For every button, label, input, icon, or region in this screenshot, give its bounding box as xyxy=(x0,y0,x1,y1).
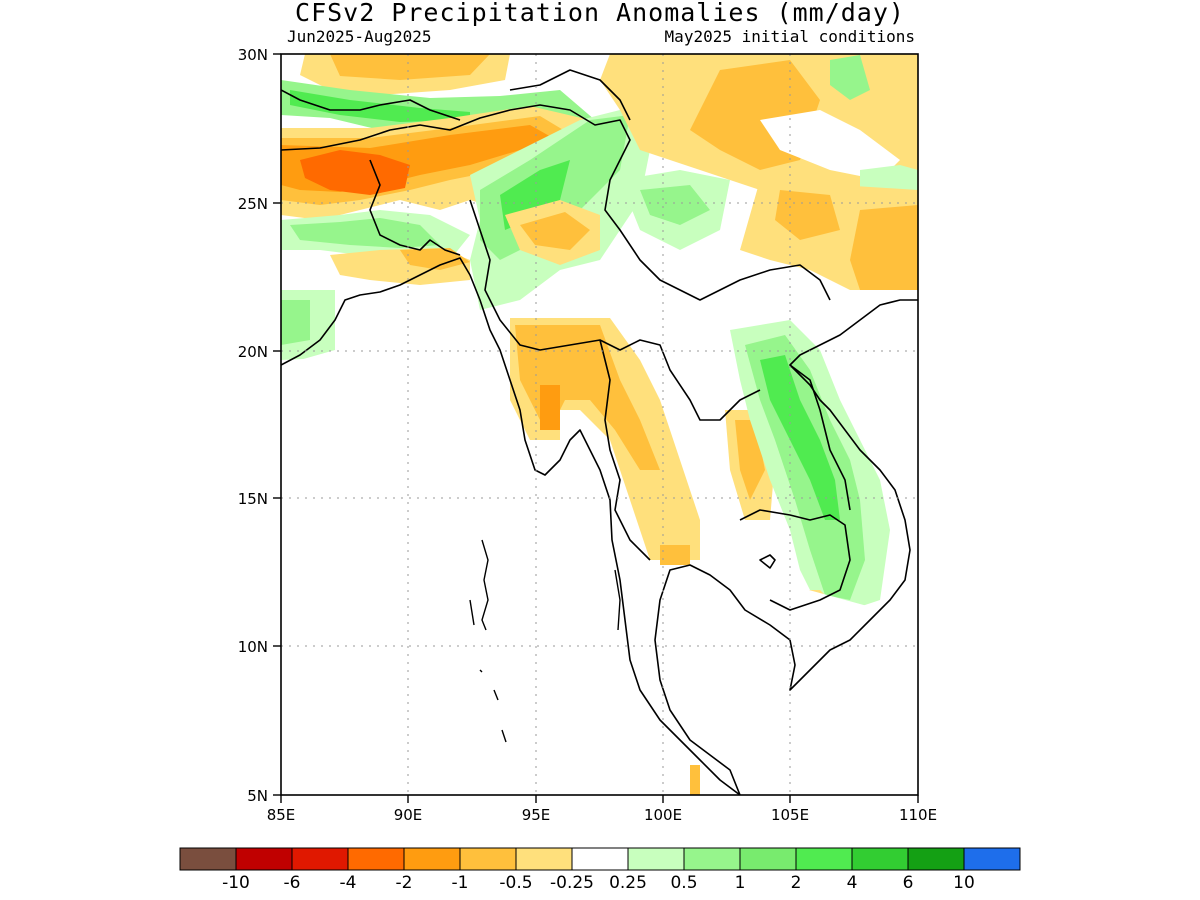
colorbar-tick-label: 6 xyxy=(903,873,914,893)
border-cambodia xyxy=(739,509,851,611)
gridlines xyxy=(281,54,918,795)
map-title: CFSv2 Precipitation Anomalies (mm/day) xyxy=(295,0,905,27)
colorbar-swatch xyxy=(795,847,853,871)
border-nepal xyxy=(281,89,461,121)
neutral-area-bay-of-bengal xyxy=(281,350,520,795)
longitude-labels: 85E 90E 95E 100E 105E 110E xyxy=(267,806,937,824)
colorbar-swatch xyxy=(907,847,965,871)
colorbar-tick-label: 4 xyxy=(847,873,858,893)
colorbar-tick-label: 0.5 xyxy=(670,873,697,893)
border-laos-vietnam xyxy=(789,364,851,511)
colorbar-tick-label: 2 xyxy=(791,873,802,893)
lon-label-110e: 110E xyxy=(899,806,937,824)
axis-ticks xyxy=(273,53,919,803)
colorbar-tick-label: 1 xyxy=(735,873,746,893)
neutral-area-gulf xyxy=(700,560,918,795)
colorbar-swatch xyxy=(627,847,685,871)
colorbar xyxy=(179,847,1021,871)
lat-label-15n: 15N xyxy=(238,490,268,508)
initial-conditions: May2025 initial conditions xyxy=(664,27,915,46)
lat-label-10n: 10N xyxy=(238,638,268,656)
colorbar-swatch xyxy=(739,847,797,871)
forecast-period: Jun2025-Aug2025 xyxy=(287,27,432,46)
colorbar-swatch xyxy=(683,847,741,871)
neutral-area-china xyxy=(760,110,900,180)
lon-label-100e: 100E xyxy=(644,806,682,824)
andaman-island-small xyxy=(469,599,475,626)
dry-patch-delta-core xyxy=(400,248,470,270)
coastline-west xyxy=(281,257,741,795)
mergui-archipelago xyxy=(614,569,621,631)
lat-label-25n: 25N xyxy=(238,195,268,213)
dry-strip-central-core xyxy=(540,385,560,430)
colorbar-swatch xyxy=(515,847,573,871)
nicobar-island-3 xyxy=(501,729,507,743)
map-frame xyxy=(280,53,919,796)
lon-label-85e: 85E xyxy=(267,806,296,824)
colorbar-tick-label: 0.25 xyxy=(609,873,647,893)
andaman-islands xyxy=(469,539,621,743)
lat-label-30n: 30N xyxy=(238,46,268,64)
andaman-island-main xyxy=(481,539,489,631)
border-tibet xyxy=(509,69,631,121)
coastlines-borders xyxy=(281,69,918,795)
nicobar-island-1 xyxy=(479,669,483,673)
dry-patch-bangkok xyxy=(660,545,690,565)
colorbar-labels: -10 -6 -4 -2 -1 -0.5 -0.25 0.25 0.5 1 2 4 6 10 xyxy=(222,873,975,893)
wet-patch-bengal-core xyxy=(290,218,440,248)
lon-label-95e: 95E xyxy=(522,806,551,824)
colorbar-swatch xyxy=(235,847,293,871)
colorbar-tick-label: -0.25 xyxy=(550,873,594,893)
colorbar-swatch xyxy=(179,847,237,871)
wet-area-yunnan-core xyxy=(640,185,710,225)
neutral-area-northern-thailand xyxy=(600,260,720,340)
northern-border xyxy=(281,104,831,301)
latitude-labels: 30N 25N 20N 15N 10N 5N xyxy=(238,46,268,805)
colorbar-tick-label: -4 xyxy=(340,873,357,893)
colorbar-swatch xyxy=(403,847,461,871)
anomaly-shading xyxy=(281,54,918,795)
wet-patch-west-core xyxy=(281,300,310,345)
wet-band-himalaya-core xyxy=(290,90,470,122)
dry-core-bangladesh xyxy=(300,150,410,195)
dry-area-southeast-china-core xyxy=(850,205,918,290)
colorbar-swatch xyxy=(291,847,349,871)
colorbar-tick-label: 10 xyxy=(953,873,975,893)
lat-label-5n: 5N xyxy=(247,787,268,805)
lon-label-105e: 105E xyxy=(771,806,809,824)
colorbar-swatch xyxy=(347,847,405,871)
colorbar-tick-label: -1 xyxy=(452,873,469,893)
coastline-east xyxy=(654,299,918,795)
wet-patch-north-east xyxy=(830,55,870,100)
colorbar-tick-label: -6 xyxy=(284,873,301,893)
border-bangladesh-india xyxy=(369,159,461,256)
border-myanmar-thailand-laos xyxy=(469,199,761,421)
border-myanmar-thailand-south xyxy=(599,339,651,561)
colorbar-swatch xyxy=(459,847,517,871)
colorbar-swatch xyxy=(963,847,1021,871)
lon-label-90e: 90E xyxy=(394,806,423,824)
colorbar-swatch xyxy=(851,847,909,871)
tonle-sap-lake xyxy=(759,554,776,569)
dry-patch-guangxi xyxy=(775,190,840,240)
wet-area-laos-vietnam-core xyxy=(760,355,840,520)
dry-strip-central-mid xyxy=(515,325,660,470)
dry-patch-myanmar-core xyxy=(520,212,590,250)
lat-label-20n: 20N xyxy=(238,343,268,361)
nicobar-island-2 xyxy=(493,689,499,701)
colorbar-tick-label: -2 xyxy=(396,873,413,893)
colorbar-swatch xyxy=(571,847,629,871)
dry-patch-north-core xyxy=(330,54,490,80)
colorbar-tick-label: -0.5 xyxy=(499,873,532,893)
colorbar-tick-label: -10 xyxy=(222,873,250,893)
